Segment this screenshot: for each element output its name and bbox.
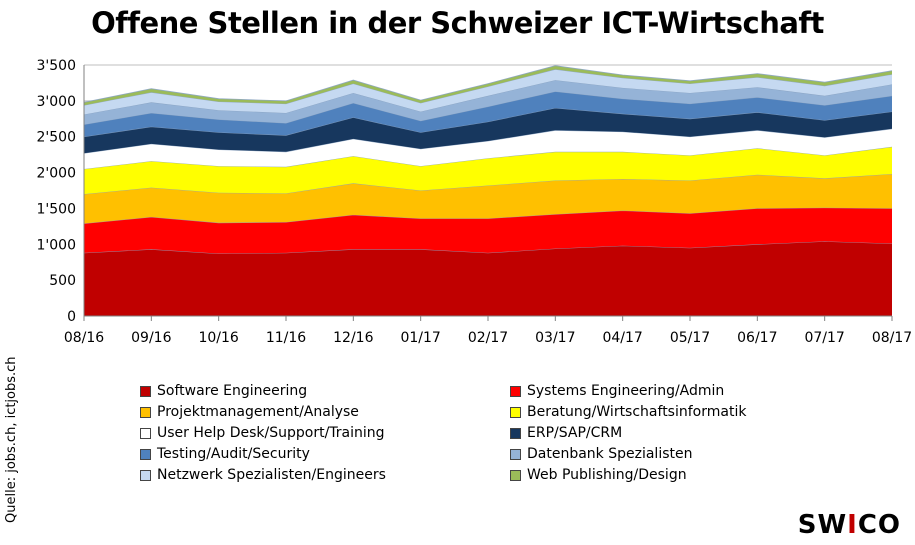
area-web-publishing-design	[84, 65, 892, 106]
legend-swatch	[140, 406, 151, 418]
x-tick-label: 09/16	[131, 330, 171, 346]
x-tick-label: 07/17	[804, 330, 844, 346]
axes	[83, 65, 893, 321]
x-tick-label: 02/17	[468, 330, 508, 346]
legend-item: Testing/Audit/Security	[140, 444, 510, 464]
legend-swatch	[140, 427, 151, 439]
legend-item: Systems Engineering/Admin	[510, 381, 760, 401]
y-tick-label: 2'000	[37, 166, 76, 182]
legend-swatch	[510, 427, 521, 439]
x-tick-label: 01/17	[400, 330, 440, 346]
legend-label: Systems Engineering/Admin	[527, 383, 725, 399]
logo-part-prefix: SW	[797, 510, 848, 540]
x-tick-label: 12/16	[333, 330, 373, 346]
legend-swatch	[510, 406, 521, 418]
area-systems-engineering-admin	[84, 207, 892, 254]
x-tick-label: 04/17	[602, 330, 642, 346]
chart-legend: Software Engineering Systems Engineering/…	[140, 381, 760, 485]
y-tick-labels: 0 500 1'000 1'500 2'000 2'500 3'000 3'500	[37, 58, 76, 325]
legend-label: Projektmanagement/Analyse	[157, 404, 359, 420]
legend-label: Web Publishing/Design	[527, 467, 687, 483]
legend-item: Projektmanagement/Analyse	[140, 402, 510, 422]
legend-swatch	[140, 448, 151, 460]
x-tick-label: 10/16	[198, 330, 238, 346]
x-tick-label: 05/17	[670, 330, 710, 346]
area-projektmanagement-analyse	[84, 174, 892, 224]
x-tick-label: 06/17	[737, 330, 777, 346]
source-note: Quelle: jobs.ch, ictjobs.ch	[4, 356, 19, 523]
edge-web-publishing-design	[83, 65, 893, 103]
legend-swatch	[140, 469, 151, 481]
legend-item: ERP/SAP/CRM	[510, 423, 760, 443]
area-user-help-desk-support-training	[84, 128, 892, 169]
y-tick-label: 3'000	[37, 94, 76, 110]
area-beratung-wirtschaftsinformatik	[84, 146, 892, 195]
legend-label: User Help Desk/Support/Training	[157, 425, 385, 441]
stacked-area-chart: 0 500 1'000 1'500 2'000 2'500 3'000 3'500 08/16…	[37, 58, 913, 346]
y-tick-label: 1'500	[37, 201, 76, 217]
area-testing-audit-security	[84, 91, 892, 137]
area-series	[83, 65, 893, 316]
y-tick-label: 2'500	[37, 130, 76, 146]
area-erp-sap-crm	[84, 108, 892, 154]
swico-logo: SWICO	[798, 510, 901, 540]
legend-label: ERP/SAP/CRM	[527, 425, 623, 441]
legend-label: Testing/Audit/Security	[157, 446, 310, 462]
legend-item: User Help Desk/Support/Training	[140, 423, 510, 443]
legend-item: Netzwerk Spezialisten/Engineers	[140, 465, 510, 485]
x-tick-label: 03/17	[535, 330, 575, 346]
legend-label: Beratung/Wirtschaftsinformatik	[527, 404, 747, 420]
legend-item: Beratung/Wirtschaftsinformatik	[510, 402, 760, 422]
legend-swatch	[510, 385, 521, 397]
legend-label: Netzwerk Spezialisten/Engineers	[157, 467, 386, 483]
x-tick-labels: 08/16 09/16 10/16 11/16 12/16 01/17 02/17 03/17…	[64, 330, 912, 346]
chart-title: Offene Stellen in der Schweizer ICT-Wirt…	[91, 6, 824, 40]
logo-part-suffix: CO	[857, 510, 901, 540]
legend-swatch	[510, 469, 521, 481]
area-netzwerk-spezialisten-engineers	[84, 69, 892, 115]
x-tick-label: 08/16	[64, 330, 104, 346]
legend-label: Datenbank Spezialisten	[527, 446, 693, 462]
y-tick-label: 500	[49, 273, 76, 289]
legend-item: Software Engineering	[140, 381, 510, 401]
y-tick-label: 0	[67, 309, 76, 325]
y-tick-label: 3'500	[37, 58, 76, 74]
logo-part-accent: I	[847, 510, 858, 540]
legend-label: Software Engineering	[157, 383, 308, 399]
y-tick-label: 1'000	[37, 237, 76, 253]
area-software-engineering	[84, 241, 892, 316]
legend-item: Web Publishing/Design	[510, 465, 760, 485]
x-tick-label: 08/17	[872, 330, 912, 346]
legend-swatch	[510, 448, 521, 460]
x-tick-label: 11/16	[266, 330, 306, 346]
legend-item: Datenbank Spezialisten	[510, 444, 760, 464]
legend-swatch	[140, 385, 151, 397]
